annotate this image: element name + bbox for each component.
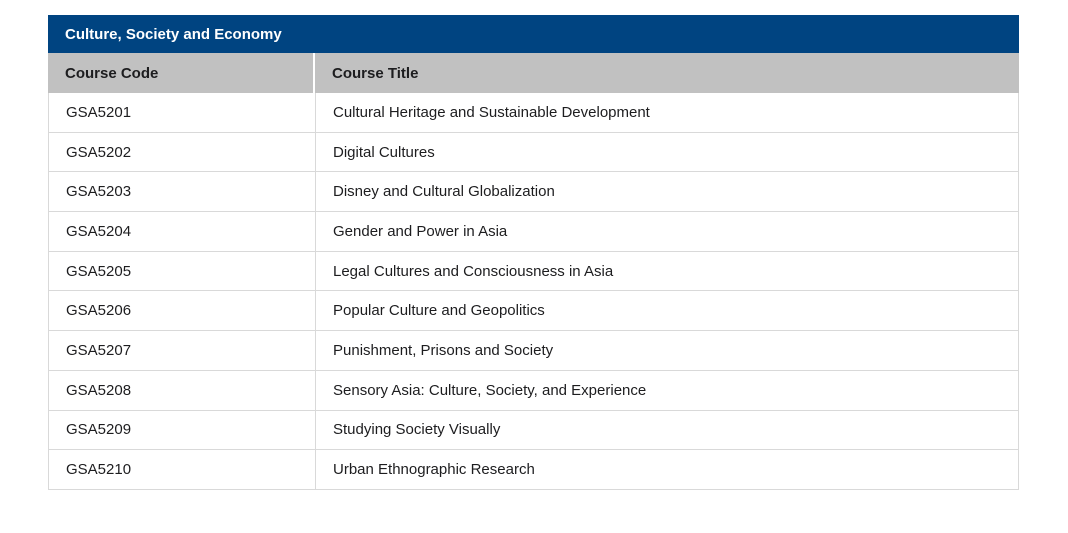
course-code-cell: GSA5206 [49,291,316,331]
course-title-cell: Popular Culture and Geopolitics [333,302,545,320]
table-row: GSA5207 Punishment, Prisons and Society [49,331,1018,371]
column-header-course-code: Course Code [48,53,315,93]
course-code-cell: GSA5207 [49,331,316,370]
course-title-cell: Cultural Heritage and Sustainable Develo… [333,103,650,121]
column-header-course-title: Course Title [332,64,419,82]
course-title-cell: Sensory Asia: Culture, Society, and Expe… [333,381,647,399]
course-title-cell: Studying Society Visually [333,421,501,439]
course-title-cell: Digital Cultures [333,143,435,161]
table-row: GSA5202 Digital Cultures [49,132,1018,173]
table-row: GSA5205 Legal Cultures and Consciousness… [49,251,1018,292]
course-code-cell: GSA5202 [49,132,316,172]
table-row: GSA5201 Cultural Heritage and Sustainabl… [49,93,1018,133]
table-row: GSA5204 Gender and Power in Asia [49,212,1018,252]
course-code-cell: GSA5210 [49,450,316,489]
course-code-cell: GSA5208 [49,370,316,410]
course-title-cell: Gender and Power in Asia [333,222,508,240]
table-body: GSA5201 Cultural Heritage and Sustainabl… [48,93,1019,490]
course-code-cell: GSA5204 [49,212,316,251]
course-title-cell: Urban Ethnographic Research [333,461,535,479]
course-code-cell: GSA5201 [49,93,316,132]
table-row: GSA5206 Popular Culture and Geopolitics [49,291,1018,332]
table-row: GSA5208 Sensory Asia: Culture, Society, … [49,370,1018,411]
table-row: GSA5210 Urban Ethnographic Research [49,450,1018,490]
course-code-cell: GSA5205 [49,251,316,291]
table-title-bar: Culture, Society and Economy [48,15,1019,53]
course-code-cell: GSA5209 [49,410,316,450]
course-table: Culture, Society and Economy Course Code… [48,15,1019,490]
course-title-cell: Punishment, Prisons and Society [333,341,554,359]
table-row: GSA5209 Studying Society Visually [49,410,1018,451]
course-title-cell: Legal Cultures and Consciousness in Asia [333,262,614,280]
table-title: Culture, Society and Economy [65,25,282,43]
course-code-cell: GSA5203 [49,172,316,212]
course-title-cell: Disney and Cultural Globalization [333,183,555,201]
table-row: GSA5203 Disney and Cultural Globalizatio… [49,172,1018,213]
table-header-row: Course Code Course Title [48,53,1019,93]
